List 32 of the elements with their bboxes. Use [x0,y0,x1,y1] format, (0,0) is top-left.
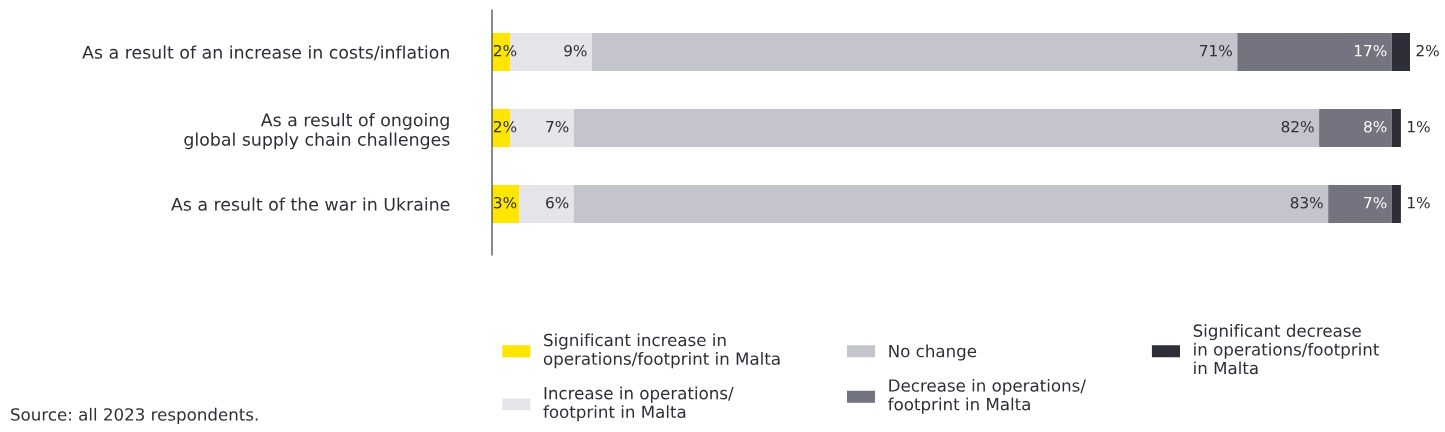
data-label: 7% [546,120,569,133]
bar [573,185,1329,223]
bar [1391,185,1401,223]
bar [519,185,574,223]
legend-label: Increase in operations/ footprint in Malta [543,386,734,422]
bar [573,109,1320,147]
data-label: 1% [1408,120,1430,133]
data-label: 17% [1355,44,1387,57]
data-label: 9% [564,44,587,57]
bar [1391,109,1401,147]
data-label: 1% [1408,196,1430,209]
bar [1319,109,1392,147]
data-label: 6% [546,196,569,209]
legend-label: Significant increase in operations/footprint in Malta [543,333,780,369]
data-label: 7% [1364,196,1387,209]
data-label: 2% [1416,44,1439,57]
bar [1328,185,1392,223]
source-note: Source: all 2023 respondents. [11,407,258,424]
y-tick-label: As a result of an increase in costs/inflation [82,45,449,61]
bar [1391,33,1410,71]
data-label: 71% [1200,44,1232,57]
y-tick-label: As a result of ongoing global supply chain challenges [184,113,450,150]
data-label: 82% [1281,120,1314,133]
data-label: 3% [494,196,517,209]
bar [1237,33,1392,71]
bar [591,33,1238,71]
data-label: 83% [1290,196,1323,209]
legend-label: No change [889,344,977,361]
data-label: 8% [1364,120,1387,133]
legend-label: Significant decrease in operations/footprint in Malta [1193,324,1379,375]
y-tick-label: As a result of the war in Ukraine [171,197,450,211]
legend-label: Decrease in operations/ footprint in Malta [888,378,1086,414]
